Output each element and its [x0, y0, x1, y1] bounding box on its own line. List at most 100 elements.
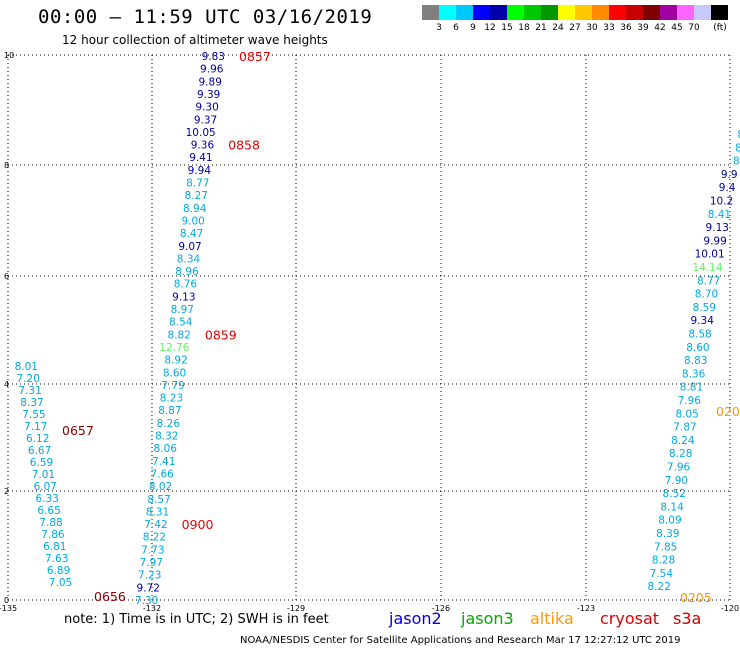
- wave-height-label: 9.13: [172, 291, 195, 303]
- wave-height-label: 9.39: [197, 89, 220, 101]
- wave-height-label: 8.60: [686, 342, 709, 354]
- wave-height-label: 7.01: [32, 469, 55, 481]
- wave-height-label: 8.24: [671, 435, 695, 447]
- legend-label: 12: [484, 23, 496, 33]
- wave-height-label: 9.83: [202, 51, 225, 63]
- wave-height-label: 7.42: [144, 519, 167, 531]
- wave-height-label: 8.28: [669, 448, 692, 460]
- wave-height-label: 7.73: [141, 544, 164, 556]
- legend-jason2: jason2: [389, 609, 442, 628]
- legend-label: 70: [688, 23, 700, 33]
- wave-height-label: 7.66: [150, 468, 174, 480]
- lat-tick-label: 4: [4, 380, 9, 389]
- wave-height-label: 9.94: [188, 165, 212, 177]
- wave-height-label: 8.36: [682, 368, 706, 380]
- time-label: 0900: [182, 517, 214, 532]
- time-label: 0656: [94, 589, 126, 604]
- wave-height-label: 10.05: [186, 127, 216, 139]
- legend-label: 9: [470, 23, 476, 33]
- map-title: 00:00 – 11:59 UTC 03/16/2019: [38, 6, 373, 28]
- wave-height-label: 7.20: [17, 373, 40, 385]
- time-label: 0858: [228, 138, 260, 153]
- map-subtitle: 12 hour collection of altimeter wave hei…: [62, 33, 328, 47]
- legend-swatch: [456, 5, 473, 20]
- wave-height-label: 8.06: [154, 443, 178, 455]
- wave-height-label: 7.96: [678, 395, 702, 407]
- wave-height-label: 8.76: [174, 279, 198, 291]
- legend-label: 45: [671, 23, 683, 33]
- wave-height-label: 8.57: [147, 494, 170, 506]
- wave-height-label: 7.96: [667, 462, 691, 474]
- legend-label: 36: [620, 23, 632, 33]
- legend-swatch: [592, 5, 609, 20]
- wave-height-label: 9.96: [200, 64, 224, 76]
- wave-height-label: 8.02: [149, 481, 172, 493]
- wave-height-label: 8.94: [183, 203, 207, 215]
- lon-tick-label: -126: [432, 604, 450, 613]
- legend-label: 18: [518, 23, 530, 33]
- wave-height-label: 7.05: [49, 577, 72, 589]
- wave-height-label: 8.83: [684, 355, 707, 367]
- wave-height-label: 9.30: [195, 102, 218, 114]
- wave-height-label: 7.31: [18, 385, 41, 397]
- wave-height-label: 6.67: [28, 445, 51, 457]
- wave-height-label: 8.01: [15, 361, 38, 373]
- wave-height-label: 8.26: [157, 418, 181, 430]
- time-label: 0859: [205, 327, 237, 342]
- wave-height-label: 8.28: [652, 555, 675, 567]
- wave-height-label: 6.33: [36, 493, 59, 505]
- wave-height-label: 8.59: [693, 302, 716, 314]
- legend-label: 33: [603, 23, 615, 33]
- legend-swatch: [439, 5, 456, 20]
- wave-height-label: 7.23: [138, 570, 161, 582]
- wave-height-label: 8.39: [656, 528, 679, 540]
- wave-height-label: 8.82: [168, 329, 191, 341]
- wave-height-label: 9.13: [706, 222, 729, 234]
- wave-height-label: 6.59: [30, 457, 53, 469]
- lat-tick-label: 6: [4, 272, 9, 281]
- wave-height-label: 6.65: [37, 505, 60, 517]
- legend-altika: altika: [530, 609, 574, 628]
- wave-height-label: 7.87: [673, 422, 696, 434]
- wave-height-label: 8.97: [171, 304, 194, 316]
- time-label: 0657: [62, 423, 94, 438]
- wave-height-label: 8.41: [708, 209, 731, 221]
- wave-height-label: 7.41: [152, 456, 175, 468]
- legend-swatch: [677, 5, 694, 20]
- legend-jason3: jason3: [461, 609, 514, 628]
- lat-tick-label: 10: [4, 51, 14, 60]
- wave-height-label: 8.27: [185, 190, 208, 202]
- wave-height-label: 7.54: [650, 568, 674, 580]
- lat-tick-label: 2: [4, 487, 9, 496]
- lat-tick-label: 0: [4, 596, 9, 605]
- lon-tick-label: -120: [721, 604, 739, 613]
- wave-height-label: 9.41: [189, 152, 212, 164]
- wave-height-label: 8.05: [675, 408, 698, 420]
- wave-height-label: 9.07: [178, 241, 201, 253]
- wave-height-label: 9.99: [703, 235, 726, 247]
- wave-height-label: 6.07: [34, 481, 57, 493]
- axis-ticks: -135 -132 -129 -126 -123 -120 0 2 4 6 8 10: [0, 51, 739, 613]
- wave-height-label: 7.86: [41, 529, 65, 541]
- wave-height-label: 14.14: [692, 262, 722, 274]
- lat-tick-label: 8: [4, 161, 9, 170]
- wave-height-label: 12.76: [159, 342, 189, 354]
- wave-height-label: 8: [737, 129, 740, 141]
- legend-swatch: [422, 5, 439, 20]
- legend-label: 24: [552, 23, 564, 33]
- wave-height-label: 8.32: [155, 431, 178, 443]
- lon-tick-label: -135: [0, 604, 17, 613]
- legend-s3a: s3a: [673, 609, 702, 628]
- wave-height-label: 8.37: [20, 397, 43, 409]
- lon-tick-label: -123: [577, 604, 595, 613]
- legend-swatch: [626, 5, 643, 20]
- wave-height-label: 8.96: [175, 266, 199, 278]
- wave-height-label: 8.14: [660, 501, 684, 513]
- time-label: 0205: [680, 590, 712, 605]
- legend-unit: (ft): [713, 23, 727, 33]
- time-label: 020: [716, 404, 740, 419]
- wave-height-label: 7.88: [39, 517, 62, 529]
- legend-swatch: [490, 5, 507, 20]
- legend-label: 27: [569, 23, 581, 33]
